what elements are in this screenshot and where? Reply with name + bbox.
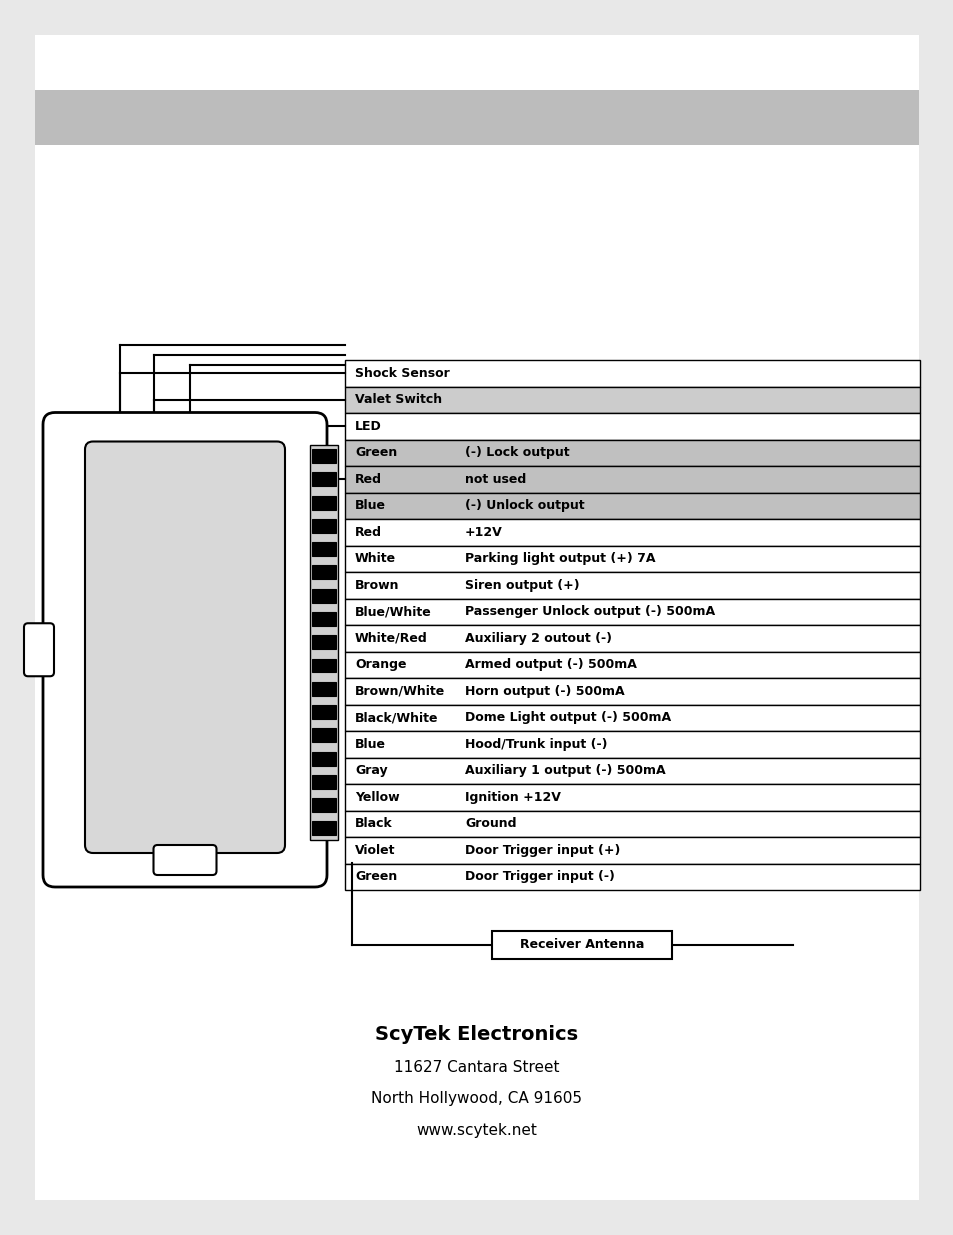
Bar [345, 466, 919, 493]
Bar [312, 495, 335, 510]
Bar [312, 519, 335, 534]
Text: Hood/Trunk input (-): Hood/Trunk input (-) [464, 737, 607, 751]
Bar [312, 473, 335, 487]
Bar [345, 572, 919, 599]
Bar [35, 90, 918, 144]
Text: Shock Sensor: Shock Sensor [355, 367, 449, 379]
FancyBboxPatch shape [85, 441, 285, 853]
Text: Armed output (-) 500mA: Armed output (-) 500mA [464, 658, 637, 672]
Text: Ground: Ground [464, 818, 516, 830]
Text: Auxiliary 1 output (-) 500mA: Auxiliary 1 output (-) 500mA [464, 764, 665, 777]
Text: LED: LED [355, 420, 381, 432]
Text: Black: Black [355, 818, 393, 830]
Text: Black/White: Black/White [355, 711, 438, 724]
Bar [312, 542, 335, 556]
Bar [312, 798, 335, 813]
Text: ScyTek Electronics: ScyTek Electronics [375, 1025, 578, 1045]
Bar [312, 705, 335, 719]
Bar [345, 412, 919, 440]
FancyBboxPatch shape [153, 845, 216, 876]
Text: www.scytek.net: www.scytek.net [416, 1124, 537, 1139]
Bar [345, 731, 919, 757]
Bar [312, 729, 335, 742]
Bar [345, 599, 919, 625]
Bar [345, 440, 919, 466]
Text: North Hollywood, CA 91605: North Hollywood, CA 91605 [371, 1092, 582, 1107]
Text: Passenger Unlock output (-) 500mA: Passenger Unlock output (-) 500mA [464, 605, 715, 619]
Bar [312, 682, 335, 695]
Bar [312, 589, 335, 603]
Text: (-) Lock output: (-) Lock output [464, 446, 569, 459]
Text: Blue: Blue [355, 737, 386, 751]
Bar [312, 566, 335, 579]
Bar [345, 652, 919, 678]
FancyBboxPatch shape [43, 412, 327, 887]
Text: Door Trigger input (+): Door Trigger input (+) [464, 844, 619, 857]
Text: Yellow: Yellow [355, 790, 399, 804]
Text: Red: Red [355, 526, 381, 538]
Bar [345, 387, 919, 412]
Bar [312, 774, 335, 789]
Text: Blue: Blue [355, 499, 386, 513]
Text: 11627 Cantara Street: 11627 Cantara Street [394, 1060, 559, 1074]
Bar [345, 810, 919, 837]
Bar [312, 450, 335, 463]
Bar [312, 635, 335, 650]
Bar [345, 546, 919, 572]
Text: Horn output (-) 500mA: Horn output (-) 500mA [464, 684, 624, 698]
Bar [345, 863, 919, 890]
Text: White/Red: White/Red [355, 632, 427, 645]
Bar [345, 625, 919, 652]
Text: Door Trigger input (-): Door Trigger input (-) [464, 871, 615, 883]
Bar [345, 519, 919, 546]
Text: Receiver Antenna: Receiver Antenna [519, 939, 644, 951]
Text: Brown/White: Brown/White [355, 684, 445, 698]
Text: not used: not used [464, 473, 526, 485]
Bar [492, 931, 672, 960]
Bar [345, 757, 919, 784]
Bar [345, 704, 919, 731]
FancyBboxPatch shape [24, 624, 54, 677]
Bar [345, 493, 919, 519]
Bar [312, 658, 335, 673]
Text: +12V: +12V [464, 526, 502, 538]
Bar [312, 613, 335, 626]
Bar [345, 837, 919, 863]
Text: Blue/White: Blue/White [355, 605, 432, 619]
Bar [345, 359, 919, 387]
Text: (-) Unlock output: (-) Unlock output [464, 499, 584, 513]
Bar [312, 821, 335, 835]
Text: Auxiliary 2 outout (-): Auxiliary 2 outout (-) [464, 632, 612, 645]
Text: Dome Light output (-) 500mA: Dome Light output (-) 500mA [464, 711, 670, 724]
Bar [345, 678, 919, 704]
Text: Green: Green [355, 871, 396, 883]
Text: Red: Red [355, 473, 381, 485]
Text: Brown: Brown [355, 579, 399, 592]
Bar [310, 445, 337, 840]
Bar [312, 752, 335, 766]
Text: White: White [355, 552, 395, 566]
Text: Gray: Gray [355, 764, 387, 777]
Text: Parking light output (+) 7A: Parking light output (+) 7A [464, 552, 655, 566]
Text: Green: Green [355, 446, 396, 459]
Bar [345, 784, 919, 810]
Text: Violet: Violet [355, 844, 395, 857]
Text: Siren output (+): Siren output (+) [464, 579, 579, 592]
Text: Valet Switch: Valet Switch [355, 393, 441, 406]
Text: Orange: Orange [355, 658, 406, 672]
Text: Ignition +12V: Ignition +12V [464, 790, 560, 804]
